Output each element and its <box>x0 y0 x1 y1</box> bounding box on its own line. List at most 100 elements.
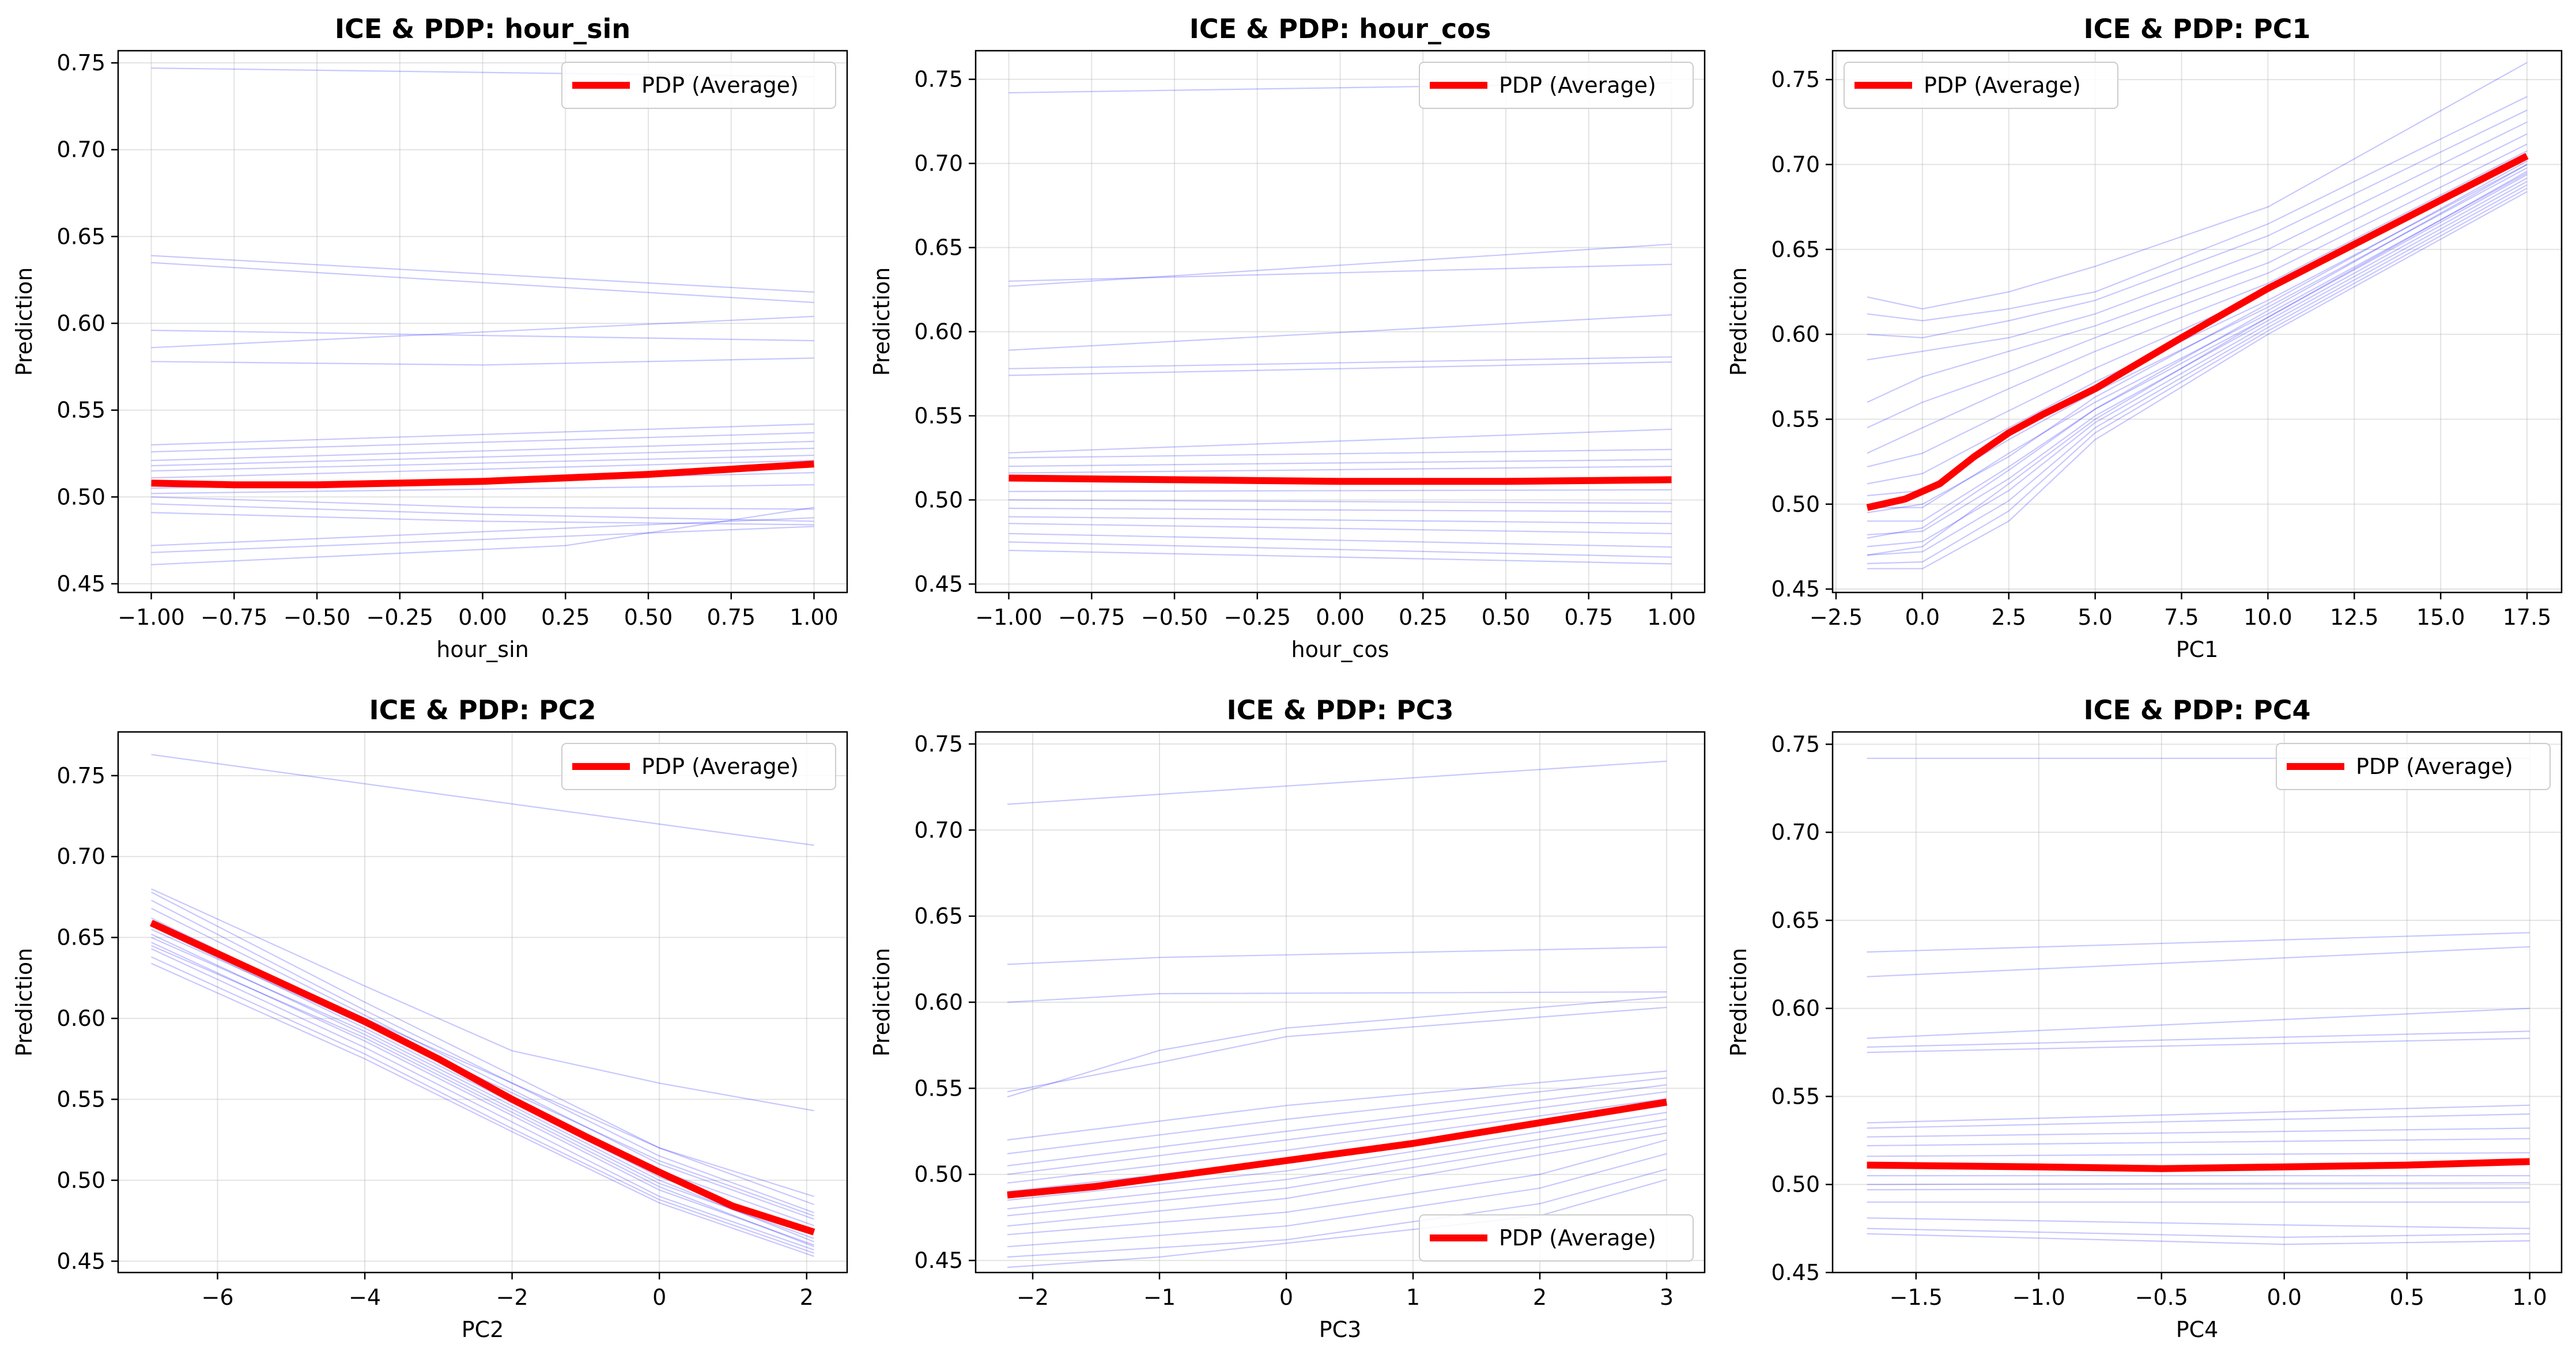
x-tick-label: −1.5 <box>1890 1285 1943 1310</box>
ice-line <box>1867 1037 2530 1054</box>
legend-label: PDP (Average) <box>1924 73 2081 98</box>
legend-box <box>1419 62 1694 109</box>
x-tick-label: 12.5 <box>2330 605 2379 630</box>
ice-line <box>151 526 814 553</box>
pdp-line <box>1007 1098 1667 1199</box>
y-tick-label: 0.75 <box>56 763 105 788</box>
y-tick-label: 0.45 <box>914 1248 963 1273</box>
ice-line <box>1867 121 2528 361</box>
y-tick-label: 0.45 <box>1771 1260 1820 1285</box>
y-tick-label: 0.70 <box>1771 152 1820 177</box>
ice-line <box>1867 174 2528 522</box>
ice-line <box>1867 164 2528 539</box>
x-axis-label: PC2 <box>462 1317 504 1342</box>
ice-line <box>151 942 814 1246</box>
legend-box <box>561 743 836 790</box>
ice-line <box>151 928 814 1217</box>
x-tick-label: −0.25 <box>1224 605 1291 630</box>
subplot-title: ICE & PDP: PC3 <box>1227 694 1454 726</box>
axes-frame <box>117 731 848 1274</box>
y-tick-label: 0.55 <box>914 403 963 428</box>
ice-line <box>151 956 814 1254</box>
y-tick-label: 0.60 <box>56 1006 105 1031</box>
ice-line <box>1867 172 2528 508</box>
x-axis-label: PC1 <box>2176 637 2219 662</box>
x-tick-label: 2 <box>1533 1285 1547 1310</box>
ice-line <box>151 934 814 1240</box>
x-tick-label: 1.00 <box>790 605 838 630</box>
x-tick-label: −2.5 <box>1810 605 1863 630</box>
x-tick-label: 0 <box>652 1285 666 1310</box>
y-tick-label: 0.55 <box>56 398 105 423</box>
ice-line <box>151 754 814 846</box>
subplot-4: −6 −4 −2 0 2 0.45 0.50 0.55 0.60 0.65 0.70 0.75 ICE … <box>12 694 848 1342</box>
x-tick-label: 5.0 <box>2078 605 2112 630</box>
ice-line <box>1009 516 1672 524</box>
ice-line <box>1867 946 2530 977</box>
y-tick-label: 0.70 <box>914 151 963 176</box>
ice-line <box>1867 1182 2530 1185</box>
y-tick-label: 0.60 <box>56 311 105 336</box>
ice-line <box>1867 1030 2530 1048</box>
ice-line <box>1007 1132 1667 1227</box>
legend-box <box>561 62 836 109</box>
y-tick-label: 0.75 <box>914 67 963 92</box>
ice-line <box>1007 991 1667 1003</box>
x-tick-label: 1 <box>1406 1285 1420 1310</box>
y-tick-label: 0.65 <box>1771 908 1820 933</box>
ice-line <box>1007 1006 1667 1093</box>
subplot-title: ICE & PDP: PC1 <box>2084 13 2311 44</box>
ice-line <box>1007 946 1667 965</box>
x-tick-label: −0.50 <box>1141 605 1208 630</box>
ice-line <box>1867 133 2528 403</box>
y-tick-label: 0.60 <box>914 319 963 345</box>
pdp-line <box>1867 1158 2530 1172</box>
x-tick-label: 0 <box>1279 1285 1293 1310</box>
y-tick-label: 0.50 <box>1771 1172 1820 1197</box>
ice-line <box>1867 184 2528 556</box>
y-tick-label: 0.55 <box>914 1075 963 1101</box>
x-tick-label: 0.00 <box>1316 605 1365 630</box>
ice-line <box>151 255 814 293</box>
ice-line <box>1867 167 2528 497</box>
ice-line <box>1867 1127 2530 1138</box>
ice-line <box>1867 160 2528 514</box>
x-tick-label: −6 <box>201 1285 233 1310</box>
x-tick-label: −0.25 <box>367 605 433 630</box>
legend: PDP (Average) <box>1844 62 2118 109</box>
ice-line <box>1867 110 2528 339</box>
y-tick-label: 0.60 <box>1771 322 1820 347</box>
ice-line <box>1867 62 2528 310</box>
ice-line <box>1867 1217 2530 1229</box>
x-tick-label: −0.75 <box>201 605 267 630</box>
subplot-5: −2 −1 0 1 2 3 0.45 0.50 0.55 0.60 0.65 0.70 0.75 ICE … <box>869 694 1706 1342</box>
y-tick-label: 0.45 <box>56 1248 105 1274</box>
legend: PDP (Average) <box>2276 743 2551 790</box>
ice-line <box>151 432 814 453</box>
y-tick-label: 0.50 <box>56 1168 105 1193</box>
pdp-line <box>1866 153 2529 511</box>
ice-line <box>151 459 814 479</box>
x-tick-label: 3 <box>1660 1285 1674 1310</box>
ice-line <box>1009 428 1672 454</box>
ice-line <box>1867 1113 2530 1129</box>
ice-line <box>1867 191 2528 569</box>
x-tick-label: 0.75 <box>1564 605 1613 630</box>
ice-line <box>151 447 814 467</box>
ice-line <box>151 496 814 510</box>
ice-line <box>1867 1152 2530 1157</box>
ice-line <box>151 517 814 546</box>
y-axis-label: Prediction <box>869 948 894 1057</box>
ice-line <box>1867 932 2530 953</box>
legend: PDP (Average) <box>1419 62 1694 109</box>
subplot-2: −1.00 −0.75 −0.50 −0.25 0.00 0.25 0.50 0.75 1.00… <box>869 13 1706 662</box>
ice-line <box>150 892 814 1206</box>
y-tick-label: 0.70 <box>1771 820 1820 845</box>
ice-line <box>151 507 814 565</box>
y-tick-label: 0.65 <box>56 925 105 950</box>
y-tick-label: 0.60 <box>1771 996 1820 1021</box>
ice-line <box>1007 1077 1667 1154</box>
y-tick-label: 0.50 <box>1771 492 1820 517</box>
ice-line <box>1867 178 2528 535</box>
